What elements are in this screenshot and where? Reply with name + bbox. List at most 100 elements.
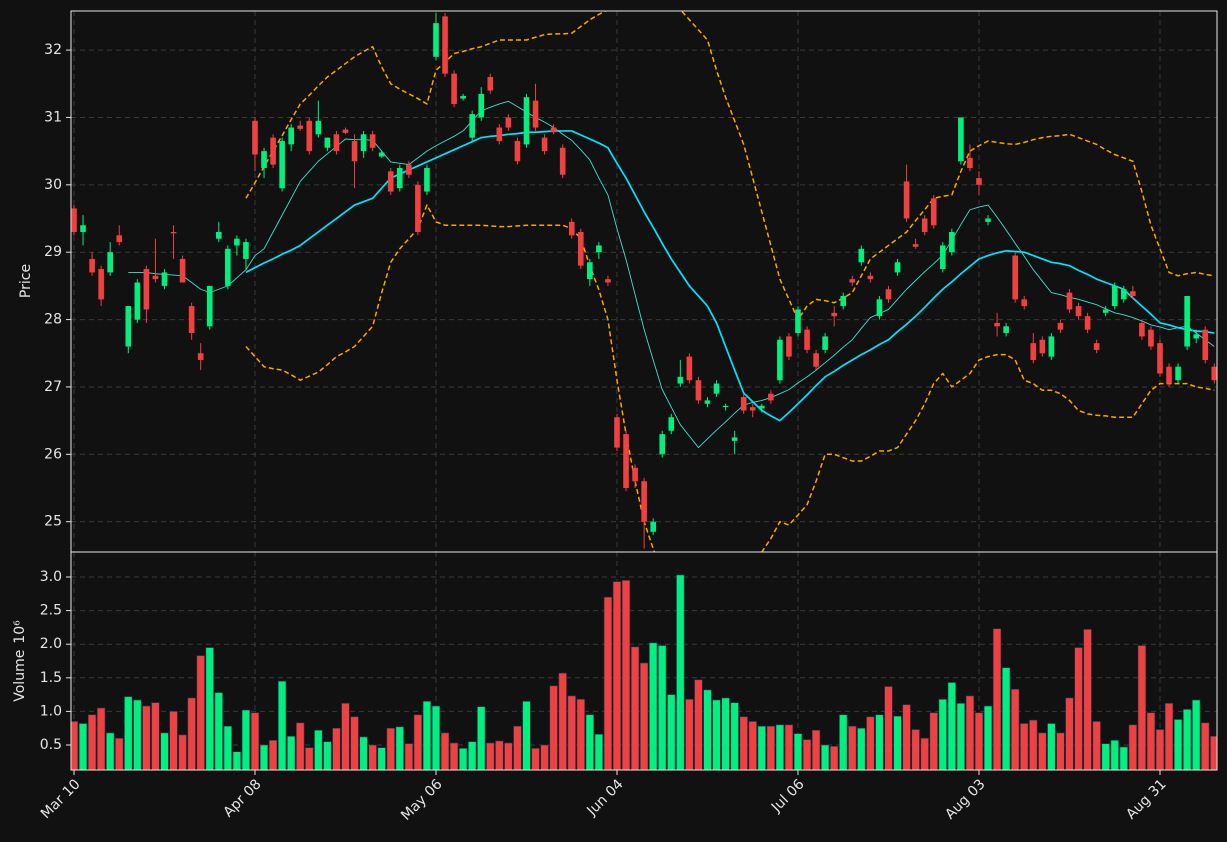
volume-bar bbox=[739, 716, 748, 770]
candle-body bbox=[451, 73, 457, 104]
candle-body bbox=[1148, 329, 1154, 347]
volume-bar bbox=[531, 748, 540, 770]
candle-body bbox=[206, 285, 213, 327]
volume-bar bbox=[667, 694, 676, 770]
candle-body bbox=[903, 181, 910, 219]
volume-offset: 10⁶ bbox=[12, 620, 28, 644]
candle-body bbox=[550, 127, 557, 133]
volume-bar bbox=[350, 716, 359, 770]
candle-body bbox=[740, 397, 747, 411]
candle-body bbox=[577, 231, 584, 266]
volume-bar bbox=[540, 744, 549, 770]
candle-body bbox=[225, 248, 231, 286]
candle-body bbox=[351, 141, 358, 162]
volume-bar bbox=[820, 744, 830, 770]
candle-body bbox=[433, 23, 439, 57]
plot-background bbox=[71, 11, 1217, 770]
volume-bar bbox=[612, 581, 622, 770]
volume-bar bbox=[332, 727, 341, 770]
candle-body bbox=[505, 117, 512, 128]
volume-bar bbox=[802, 739, 812, 770]
volume-bar bbox=[983, 705, 993, 770]
candle-body bbox=[587, 262, 593, 280]
x-tick-label: Aug 03 bbox=[942, 776, 988, 822]
candle-body bbox=[1021, 299, 1028, 307]
candle-body bbox=[396, 167, 403, 189]
candle-body bbox=[1175, 366, 1181, 381]
volume-bar bbox=[848, 725, 857, 770]
volume-bar bbox=[223, 725, 232, 770]
candle-body bbox=[333, 134, 340, 152]
y-tick-label: 31 bbox=[44, 109, 62, 125]
candle-body bbox=[958, 117, 964, 162]
volume-bar bbox=[1047, 723, 1056, 770]
candle-body bbox=[1166, 366, 1172, 384]
volume-bar bbox=[920, 737, 929, 770]
volume-bar bbox=[748, 721, 757, 770]
volume-bar bbox=[87, 714, 97, 770]
candle-body bbox=[930, 198, 937, 226]
candle-body bbox=[1030, 343, 1037, 360]
candle-body bbox=[713, 383, 720, 394]
volume-bar bbox=[1074, 647, 1083, 770]
volume-bar bbox=[775, 724, 785, 770]
candle-body bbox=[270, 137, 276, 165]
candle-body bbox=[469, 114, 475, 138]
indicator-line bbox=[128, 100, 1215, 449]
volume-bar bbox=[259, 744, 269, 770]
volume-bar bbox=[1101, 743, 1110, 770]
candle-body bbox=[179, 258, 186, 283]
candle-body bbox=[1075, 306, 1082, 317]
candle-body bbox=[1084, 316, 1091, 330]
volume-bar bbox=[305, 747, 314, 770]
candle-body bbox=[387, 171, 394, 192]
y-tick-label: 32 bbox=[44, 42, 62, 58]
candle-body bbox=[1130, 291, 1136, 296]
volume-bar bbox=[1119, 746, 1128, 770]
candle-body bbox=[541, 137, 548, 152]
candle-body bbox=[894, 262, 901, 273]
candle-body bbox=[188, 306, 195, 334]
volume-bar bbox=[169, 711, 178, 770]
volume-bar bbox=[124, 696, 133, 770]
volume-bar bbox=[766, 725, 775, 770]
candle-body bbox=[1102, 309, 1109, 313]
candle-body bbox=[1066, 292, 1073, 310]
volume-bar bbox=[857, 727, 866, 770]
volume-bar bbox=[1092, 721, 1101, 770]
y-tick-label: 1.5 bbox=[40, 670, 62, 686]
volume-bar bbox=[902, 704, 911, 770]
x-tick-label: Jun 04 bbox=[583, 776, 626, 819]
candle-body bbox=[840, 295, 847, 307]
volume-bar bbox=[703, 689, 712, 770]
volume-bar bbox=[468, 741, 477, 770]
candle-body bbox=[80, 225, 86, 232]
y-tick-label: 26 bbox=[44, 446, 62, 462]
volume-bar bbox=[422, 701, 432, 770]
volume-bar bbox=[458, 748, 468, 770]
volume-bar bbox=[395, 726, 404, 770]
candle-body bbox=[849, 279, 856, 283]
candle-body bbox=[369, 134, 376, 148]
candle-body bbox=[116, 235, 123, 243]
candle-body bbox=[261, 151, 267, 168]
candle-body bbox=[279, 141, 285, 189]
volume-bar bbox=[522, 701, 531, 770]
candle-body bbox=[406, 164, 412, 175]
volume-bar bbox=[1029, 719, 1038, 770]
candle-body bbox=[1139, 322, 1145, 337]
volume-bar bbox=[115, 737, 124, 770]
volume-bar bbox=[386, 727, 395, 770]
volume-bar bbox=[721, 697, 730, 770]
volume-bar bbox=[676, 574, 685, 770]
candle-body bbox=[596, 245, 602, 253]
candle-body bbox=[342, 129, 349, 133]
candle-body bbox=[822, 336, 828, 350]
candle-body bbox=[1012, 255, 1018, 300]
volume-bar bbox=[359, 736, 368, 770]
volume-bar bbox=[504, 742, 513, 770]
candle-body bbox=[912, 244, 919, 247]
candle-body bbox=[722, 405, 729, 408]
candle-body bbox=[288, 127, 294, 145]
y-tick-label: 2.5 bbox=[40, 603, 62, 619]
